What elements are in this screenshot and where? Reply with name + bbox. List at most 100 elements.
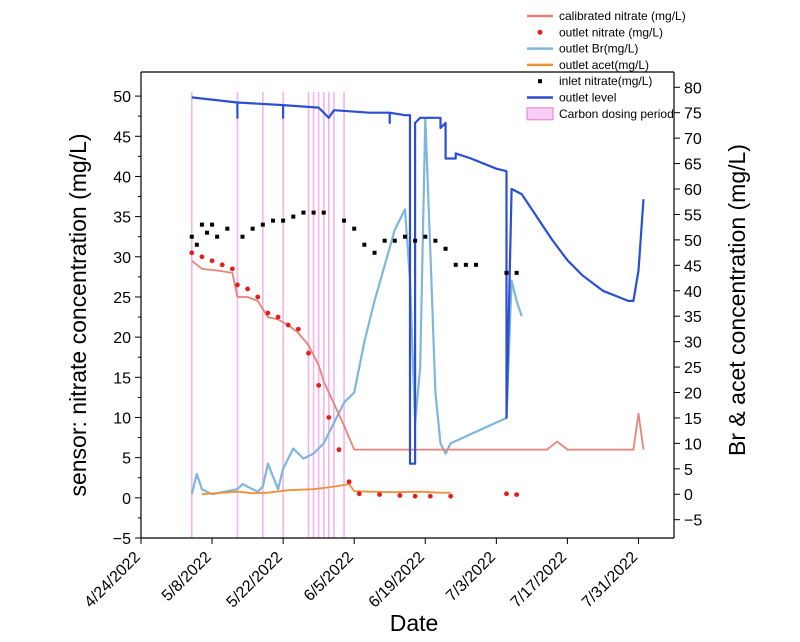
outlet-nitrate-mg-l-point — [209, 258, 215, 264]
inlet-nitrate-mg-l-point — [225, 226, 230, 231]
legend-swatch — [538, 79, 542, 84]
outlet-nitrate-mg-l-point — [346, 479, 352, 485]
legend-label: Carbon dosing period — [559, 107, 674, 121]
left-y-tick-label: 40 — [113, 169, 131, 186]
left-y-axis-title: sensor: nitrate concentration (mg/L) — [65, 133, 91, 496]
left-y-tick-label: 35 — [113, 210, 131, 227]
outlet-nitrate-mg-l-point — [229, 266, 235, 272]
inlet-nitrate-mg-l-point — [504, 270, 509, 275]
inlet-nitrate-mg-l-point — [453, 262, 458, 267]
right-y-tick-label: 35 — [684, 309, 702, 326]
outlet-nitrate-mg-l-point — [316, 382, 322, 388]
right-y-tick-label: 80 — [684, 80, 702, 97]
right-y-tick-label: 30 — [684, 335, 702, 352]
outlet-nitrate-mg-l-point — [275, 314, 281, 320]
right-y-tick-label: 15 — [684, 411, 702, 428]
right-y-tick-label: 70 — [684, 131, 702, 148]
left-y-tick-label: 45 — [113, 129, 131, 146]
legend-label: calibrated nitrate (mg/L) — [559, 9, 686, 23]
carbon-dosing-line — [317, 92, 320, 538]
inlet-nitrate-mg-l-point — [210, 222, 215, 227]
right-y-tick-label: 60 — [684, 182, 702, 199]
inlet-nitrate-mg-l-point — [514, 270, 519, 275]
inlet-nitrate-mg-l-point — [260, 222, 265, 227]
outlet-nitrate-mg-l-point — [336, 447, 342, 453]
inlet-nitrate-mg-l-point — [342, 218, 347, 223]
series-layer — [189, 96, 645, 499]
plot-frame — [140, 71, 675, 539]
left-y-tick-label: 50 — [113, 89, 131, 106]
right-y-tick-label: 0 — [684, 487, 693, 504]
calibrated-nitrate-mg-l-line — [191, 260, 645, 451]
outlet-nitrate-mg-l-point — [199, 254, 205, 260]
right-y-tick-label: −5 — [684, 513, 702, 530]
outlet-nitrate-mg-l-point — [245, 286, 251, 292]
carbon-dosing-line — [190, 92, 193, 538]
right-y-tick-label: 25 — [684, 360, 702, 377]
legend-swatch — [537, 29, 543, 35]
outlet-nitrate-mg-l-point — [265, 310, 271, 316]
left-y-tick-label: 30 — [113, 250, 131, 267]
legend-label: outlet nitrate (mg/L) — [559, 25, 663, 39]
carbon-dosing-line — [328, 92, 330, 538]
legend: calibrated nitrate (mg/L) outlet nitrate … — [526, 9, 686, 121]
left-y-tick-label: 15 — [113, 370, 131, 387]
inlet-nitrate-mg-l-point — [194, 242, 199, 247]
axis-ticks: −5 0 5 10 15 20 25 30 35 40 45 50 −5 0 5 10 15 20 25 30 35 40… — [81, 80, 702, 611]
inlet-nitrate-mg-l-point — [372, 250, 377, 255]
right-y-axis-title: Br & acet concentration (mg/L) — [724, 144, 750, 456]
inlet-nitrate-mg-l-point — [463, 262, 468, 267]
right-y-tick-label: 10 — [684, 436, 702, 453]
x-tick-label: 5/8/2022 — [159, 549, 215, 605]
x-tick-label: 5/22/2022 — [224, 549, 286, 611]
outlet-nitrate-mg-l-point — [448, 493, 454, 499]
carbon-dosing-line — [312, 92, 315, 538]
inlet-nitrate-mg-l-point — [301, 210, 306, 215]
inlet-nitrate-mg-l-point — [281, 218, 286, 223]
left-y-tick-label: 5 — [122, 451, 131, 468]
inlet-nitrate-mg-l-point — [215, 234, 220, 239]
legend-label: outlet level — [559, 91, 616, 105]
inlet-nitrate-mg-l-point — [362, 242, 367, 247]
x-axis-title: Date — [390, 610, 439, 636]
outlet-nitrate-mg-l-point — [285, 322, 291, 328]
inlet-nitrate-mg-l-point — [321, 210, 326, 215]
x-tick-label: 7/3/2022 — [443, 549, 499, 605]
left-y-tick-label: −5 — [113, 531, 131, 548]
outlet-nitrate-mg-l-point — [427, 493, 433, 499]
inlet-nitrate-mg-l-point — [189, 234, 194, 239]
inlet-nitrate-mg-l-point — [250, 226, 255, 231]
left-y-tick-label: 0 — [122, 491, 131, 508]
right-y-tick-label: 5 — [684, 462, 693, 479]
left-y-tick-label: 10 — [113, 410, 131, 427]
outlet-nitrate-mg-l-point — [504, 491, 509, 497]
right-y-tick-label: 65 — [684, 157, 702, 174]
inlet-nitrate-mg-l-point — [443, 246, 448, 251]
x-tick-label: 6/19/2022 — [366, 549, 428, 611]
right-y-tick-label: 20 — [684, 386, 702, 403]
right-y-tick-label: 40 — [684, 284, 702, 301]
outlet-nitrate-mg-l-point — [514, 492, 520, 498]
inlet-nitrate-mg-l-point — [352, 226, 357, 231]
right-y-tick-label: 55 — [684, 207, 702, 224]
outlet-br-mg-l-line — [190, 116, 523, 496]
x-tick-label: 4/24/2022 — [81, 549, 143, 611]
outlet-nitrate-mg-l-point — [219, 262, 225, 268]
x-tick-label: 7/17/2022 — [508, 549, 570, 611]
legend-label: outlet acet(mg/L) — [559, 58, 649, 72]
carbon-dosing-bands — [190, 92, 345, 538]
outlet-acet-mg-l-line — [201, 483, 451, 496]
outlet-nitrate-mg-l-point — [412, 493, 418, 499]
x-tick-label: 6/5/2022 — [301, 549, 357, 605]
carbon-dosing-line — [307, 92, 310, 538]
inlet-nitrate-mg-l-point — [382, 238, 387, 243]
right-y-tick-label: 75 — [684, 106, 702, 123]
outlet-nitrate-mg-l-point — [255, 294, 261, 300]
carbon-dosing-line — [282, 92, 284, 538]
inlet-nitrate-mg-l-point — [199, 222, 204, 227]
legend-label: inlet nitrate(mg/L) — [559, 74, 652, 88]
inlet-nitrate-mg-l-point — [423, 234, 428, 239]
outlet-nitrate-mg-l-point — [295, 326, 301, 332]
inlet-nitrate-mg-l-point — [413, 238, 418, 243]
left-y-tick-label: 20 — [113, 330, 131, 347]
